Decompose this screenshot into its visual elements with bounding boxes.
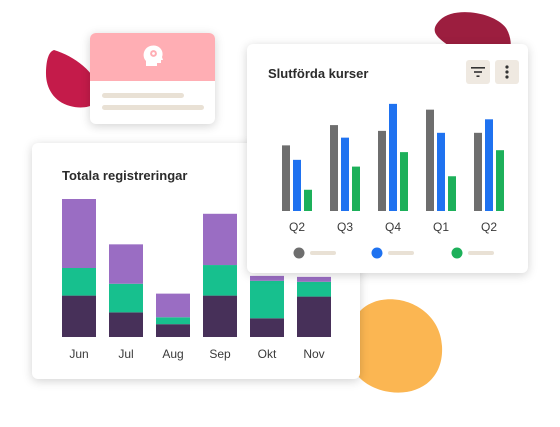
- courses-chart: [282, 103, 504, 259]
- x-tick-label: Nov: [303, 347, 325, 361]
- bar-green: [400, 152, 408, 211]
- x-tick-label: Q2: [288, 220, 305, 234]
- bar-segment-bottom: [156, 324, 190, 337]
- bar-segment-middle: [156, 317, 190, 325]
- bar-segment-top: [62, 199, 96, 268]
- bar-segment-bottom: [297, 296, 331, 337]
- bar-segment-middle: [203, 265, 237, 296]
- filter-icon: [471, 67, 485, 77]
- x-tick-label: Okt: [257, 347, 277, 361]
- bar-segment-bottom: [62, 295, 96, 337]
- bar-segment-bottom: [109, 312, 143, 337]
- legend-placeholder-line: [310, 251, 336, 255]
- bar-blue: [485, 119, 493, 211]
- bar-grey: [426, 109, 434, 211]
- legend-marker: [371, 247, 383, 259]
- bar-blue: [389, 103, 397, 211]
- bar-green: [304, 189, 312, 211]
- user-gear-icon: [143, 45, 163, 66]
- bar-segment-middle: [109, 283, 143, 313]
- bar-green: [448, 176, 456, 211]
- bar-blue: [341, 137, 349, 211]
- bar-grey: [330, 125, 338, 211]
- bar-segment-top: [203, 213, 237, 266]
- bar-green: [352, 166, 360, 211]
- bar-segment-bottom: [250, 318, 284, 337]
- bar-segment-middle: [62, 268, 96, 296]
- bar-segment-top: [109, 244, 143, 284]
- legend-placeholder-line: [388, 251, 414, 255]
- more-vertical-icon: [505, 65, 509, 79]
- yellow-blob: [346, 299, 443, 393]
- x-tick-label: Q2: [480, 220, 497, 234]
- placeholder-line: [102, 93, 184, 98]
- bar-grey: [474, 132, 482, 211]
- more-options-button[interactable]: [495, 60, 519, 84]
- bar-blue: [293, 159, 301, 211]
- bar-segment-top: [250, 275, 284, 281]
- registrations-title: Totala registreringar: [62, 168, 188, 183]
- profile-card: [90, 33, 215, 124]
- filter-button[interactable]: [466, 60, 490, 84]
- legend-placeholder-line: [468, 251, 494, 255]
- bar-segment-top: [156, 293, 190, 318]
- x-tick-label: Q3: [336, 220, 353, 234]
- bar-segment-bottom: [203, 295, 237, 337]
- x-tick-label: Jun: [69, 347, 89, 361]
- x-tick-label: Sep: [209, 347, 231, 361]
- x-tick-label: Q4: [384, 220, 401, 234]
- bar-blue: [437, 132, 445, 211]
- crimson-blob: [46, 50, 101, 108]
- bar-segment-middle: [250, 280, 284, 319]
- courses-card: Slutförda kurser Q2 Q3 Q4 Q1 Q2: [247, 44, 528, 273]
- bar-grey: [378, 130, 386, 211]
- bar-segment-top: [297, 276, 331, 282]
- bar-segment-middle: [297, 281, 331, 297]
- x-tick-label: Jul: [118, 347, 134, 361]
- placeholder-line: [102, 105, 204, 110]
- x-tick-label: Q1: [432, 220, 449, 234]
- bar-grey: [282, 145, 290, 211]
- x-tick-label: Aug: [162, 347, 184, 361]
- bar-green: [496, 150, 504, 211]
- legend-marker: [451, 247, 463, 259]
- registrations-chart: [62, 199, 331, 337]
- legend-marker: [293, 247, 305, 259]
- courses-title: Slutförda kurser: [268, 66, 369, 81]
